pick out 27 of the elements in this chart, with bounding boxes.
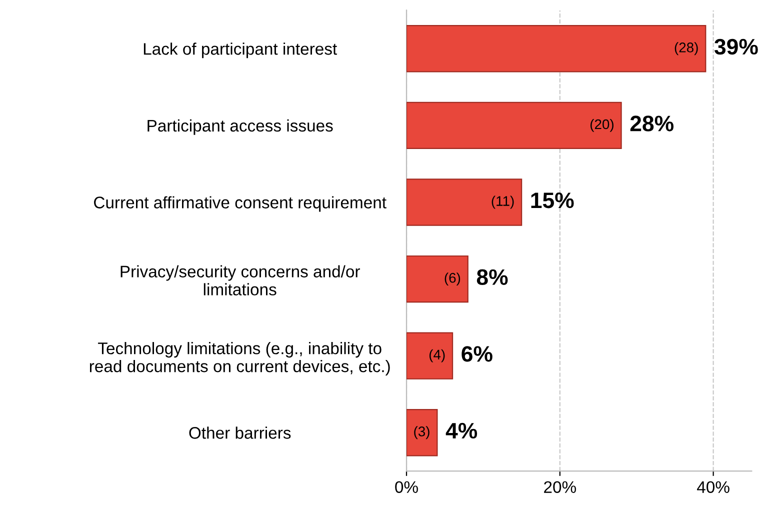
data-label: 39% [714, 38, 758, 55]
data-label: 6% [462, 346, 492, 362]
annotation: (6) [444, 272, 460, 286]
bar [406, 25, 706, 72]
annotation: (4) [429, 349, 445, 362]
x-tick-label: 40% [697, 481, 730, 494]
bar [406, 255, 468, 303]
y-tick-label: Other barriers [189, 426, 291, 439]
bar [406, 332, 454, 380]
y-tick-label: Lack of participant interest [144, 42, 337, 58]
data-label: 15% [531, 192, 574, 208]
y-tick-label: Participant access issues [148, 119, 333, 135]
y-tick-label: Current affirmative consent requirement [94, 196, 386, 212]
bar [406, 102, 622, 150]
y-tick-label: Technology limitations (e.g., inability to read documents on current devices, etc.) [90, 342, 390, 376]
annotation: (11) [492, 196, 514, 209]
data-label: 8% [476, 269, 508, 286]
annotation: (3) [414, 426, 430, 440]
data-label: 4% [446, 422, 478, 439]
annotation: (20) [590, 118, 614, 132]
x-tick-label: 20% [544, 481, 576, 494]
x-tick-label: 0% [395, 481, 418, 494]
data-label: 28% [630, 116, 674, 132]
bar [406, 178, 522, 226]
bar [406, 409, 438, 456]
annotation: (28) [674, 42, 698, 56]
y-tick-label: Privacy/security concerns and/or limitations [120, 265, 360, 296]
